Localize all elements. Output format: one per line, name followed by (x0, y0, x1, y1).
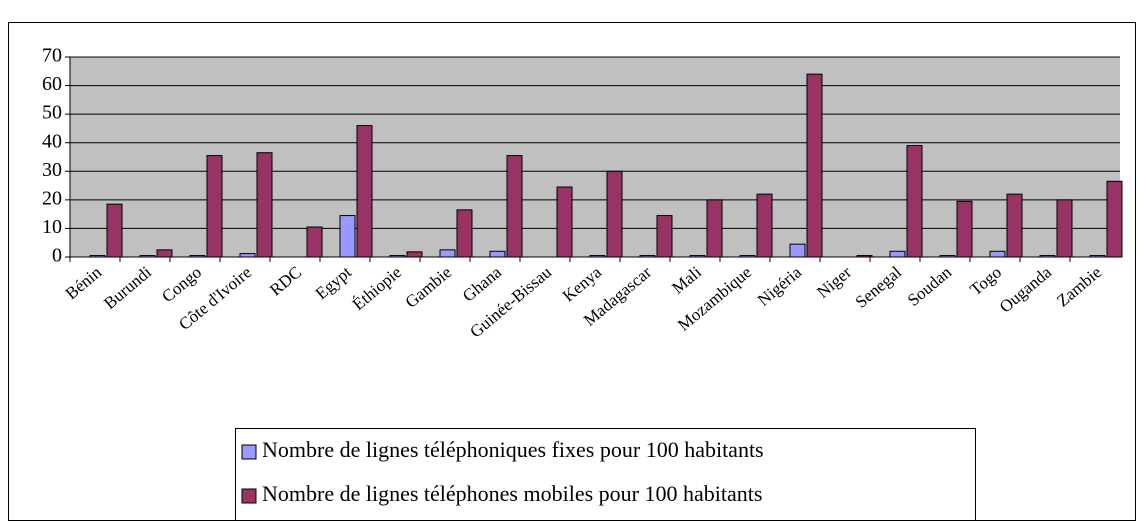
bar (206, 155, 223, 258)
bar (606, 170, 623, 258)
bar (556, 186, 573, 258)
bar (756, 193, 773, 258)
y-tick-label: 70 (42, 45, 62, 67)
bar (906, 145, 923, 258)
bar (1056, 199, 1073, 258)
legend-label: Nombre de lignes téléphoniques fixes pou… (262, 437, 764, 462)
y-tick-label: 30 (42, 159, 62, 181)
bar (439, 249, 456, 258)
bar (489, 250, 506, 258)
bar (989, 250, 1006, 258)
bar (656, 215, 673, 258)
bar (706, 199, 723, 258)
y-tick-label: 10 (42, 216, 62, 238)
bar (306, 226, 323, 258)
bar (956, 200, 973, 258)
bar (406, 251, 423, 258)
y-tick-label: 60 (42, 73, 62, 95)
bar (239, 253, 256, 258)
legend-swatch (241, 444, 257, 460)
plot-area (70, 57, 1120, 257)
legend-box (235, 428, 976, 521)
bar (1106, 180, 1123, 258)
y-tick-label: 0 (52, 245, 62, 267)
bar (456, 209, 473, 258)
y-tick-label: 20 (42, 187, 62, 209)
bar (256, 152, 273, 258)
legend-label: Nombre de lignes téléphones mobiles pour… (262, 481, 762, 506)
bar (506, 155, 523, 258)
bar (806, 73, 823, 258)
bar (789, 243, 806, 258)
bar (1006, 193, 1023, 258)
bar (889, 250, 906, 258)
y-tick-label: 40 (42, 130, 62, 152)
bar (106, 203, 123, 258)
bar (156, 249, 173, 258)
bar (356, 125, 373, 258)
legend-swatch (241, 488, 257, 504)
bar (339, 215, 356, 258)
y-tick-label: 50 (42, 102, 62, 124)
